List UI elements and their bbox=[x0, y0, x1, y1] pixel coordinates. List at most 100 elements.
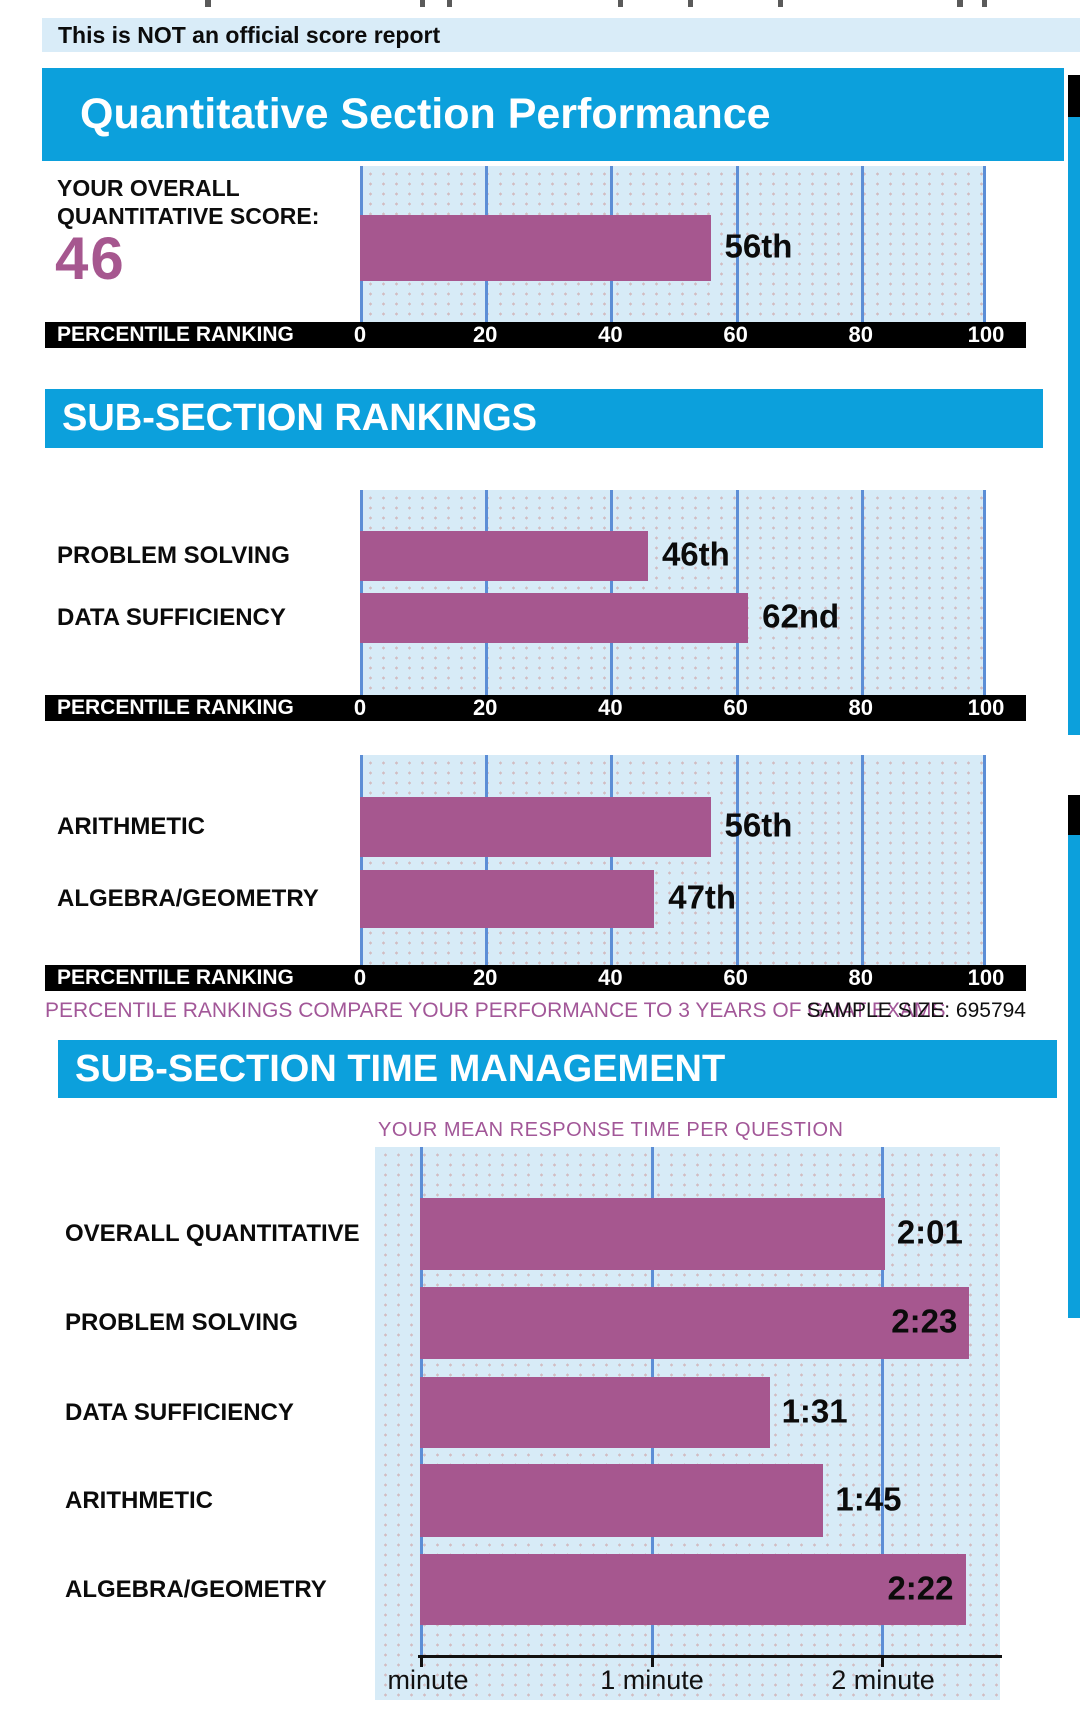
time-bar bbox=[420, 1554, 966, 1625]
grid-line bbox=[360, 490, 363, 695]
axis-tick: 40 bbox=[598, 695, 623, 720]
cropped-glyph-mark bbox=[688, 0, 693, 7]
grid-line bbox=[983, 755, 986, 965]
axis-tick: 0 bbox=[353, 322, 367, 347]
axis-tick: 20 bbox=[472, 322, 498, 347]
percentile-axis-bar-2: PERCENTILE RANKING 0 20 40 60 80 100 bbox=[45, 695, 1026, 721]
time-chart-subtitle: YOUR MEAN RESPONSE TIME PER QUESTION bbox=[378, 1119, 844, 1141]
percentile-bar bbox=[360, 215, 711, 281]
category-label: DATA SUFFICIENCY bbox=[65, 1398, 294, 1426]
disclaimer-banner: This is NOT an official score report bbox=[42, 18, 1080, 52]
bar-value-label: 46th bbox=[661, 535, 730, 573]
axis-tick: 80 bbox=[848, 322, 874, 347]
percentile-axis-bar-3: PERCENTILE RANKING 0 20 40 60 80 100 bbox=[45, 965, 1026, 991]
axis-tick: 40 bbox=[598, 322, 623, 347]
footnote-comparison-note: PERCENTILE RANKINGS COMPARE YOUR PERFORM… bbox=[45, 999, 946, 1022]
cropped-glyph-mark bbox=[778, 0, 783, 7]
overall-score-value: 46 bbox=[55, 225, 126, 292]
category-label: ALGEBRA/GEOMETRY bbox=[57, 885, 319, 912]
grid-line bbox=[983, 166, 986, 322]
disclaimer-text: This is NOT an official score report bbox=[58, 22, 441, 48]
category-label: PROBLEM SOLVING bbox=[65, 1309, 298, 1336]
percentile-bar bbox=[360, 593, 749, 643]
axis-tick: 0 bbox=[353, 695, 367, 720]
percentile-bar bbox=[360, 870, 655, 928]
rankings-question-type-plot: 46th 62nd bbox=[360, 490, 986, 695]
time-management-plot: 2:01 2:23 1:31 1:45 2:22 minute 1 minute 2 minu… bbox=[375, 1147, 1002, 1700]
grid-line bbox=[610, 755, 614, 965]
grid-line bbox=[983, 490, 986, 695]
overall-score-label: YOUR OVERALL QUANTITATIVE SCORE: bbox=[57, 175, 320, 229]
axis-tick: 60 bbox=[723, 965, 748, 990]
section-header-title: Quantitative Section Performance bbox=[80, 90, 771, 138]
cropped-glyph-mark bbox=[957, 0, 963, 7]
axis-tick: 60 bbox=[723, 695, 748, 720]
axis-tick: 100 bbox=[967, 965, 1005, 990]
time-value-label: 1:31 bbox=[781, 1391, 848, 1429]
cropped-glyph-mark bbox=[447, 0, 452, 7]
grid-line bbox=[735, 755, 739, 965]
axis-tick: 0 bbox=[353, 965, 367, 990]
axis-tick: 100 bbox=[967, 322, 1005, 347]
cropped-glyph-mark bbox=[618, 0, 623, 7]
category-label: DATA SUFFICIENCY bbox=[57, 604, 286, 631]
time-axis-tick bbox=[650, 1658, 654, 1667]
axis-tick: 40 bbox=[598, 965, 623, 990]
bar-value-label: 56th bbox=[724, 227, 793, 265]
axis-tick: 100 bbox=[967, 695, 1005, 720]
bar-value-label: 56th bbox=[724, 806, 793, 844]
time-axis-tick-label: 1 minute bbox=[600, 1665, 704, 1695]
grid-line bbox=[610, 490, 614, 695]
grid-line bbox=[485, 755, 489, 965]
grid-line bbox=[360, 755, 363, 965]
category-label: ARITHMETIC bbox=[65, 1486, 213, 1514]
grid-line bbox=[860, 755, 864, 965]
section-header-quantitative: Quantitative Section Performance bbox=[42, 68, 1064, 161]
category-label: OVERALL QUANTITATIVE bbox=[65, 1220, 360, 1247]
percentile-axis-bar-1: PERCENTILE RANKING 0 20 40 60 80 100 bbox=[45, 322, 1026, 348]
axis-tick: 20 bbox=[472, 695, 498, 720]
axis-tick: 20 bbox=[472, 965, 498, 990]
category-label: ALGEBRA/GEOMETRY bbox=[65, 1575, 327, 1603]
time-axis-tick bbox=[420, 1658, 423, 1667]
section-header-time-management: SUB-SECTION TIME MANAGEMENT bbox=[58, 1040, 1057, 1098]
right-edge-black-strip bbox=[1068, 75, 1080, 117]
axis-tick: 80 bbox=[848, 965, 874, 990]
bar-value-label: 62nd bbox=[762, 597, 840, 635]
section-header-subsection-rankings: SUB-SECTION RANKINGS bbox=[45, 389, 1043, 448]
time-axis-tick bbox=[881, 1658, 884, 1667]
axis-title: PERCENTILE RANKING bbox=[57, 323, 294, 346]
axis-title: PERCENTILE RANKING bbox=[57, 966, 294, 989]
rankings-content-area-plot: 56th 47th bbox=[360, 755, 986, 965]
bar-value-label: 47th bbox=[668, 878, 737, 916]
time-bar bbox=[420, 1464, 824, 1537]
axis-tick: 60 bbox=[723, 322, 748, 347]
time-bar bbox=[420, 1287, 970, 1359]
time-value-label: 2:22 bbox=[887, 1568, 954, 1606]
axis-title: PERCENTILE RANKING bbox=[57, 696, 294, 719]
footnote-sample-size: SAMPLE SIZE: 695794 bbox=[806, 999, 1026, 1022]
percentile-bar bbox=[360, 531, 648, 581]
time-value-label: 2:01 bbox=[896, 1213, 963, 1251]
cropped-glyph-mark bbox=[420, 0, 425, 7]
axis-tick: 80 bbox=[848, 695, 874, 720]
time-axis-line bbox=[418, 1655, 1002, 1658]
category-label: PROBLEM SOLVING bbox=[57, 542, 290, 569]
section-header-title: SUB-SECTION RANKINGS bbox=[62, 397, 538, 439]
right-edge-blue-strip bbox=[1068, 835, 1080, 1318]
overall-percentile-plot: 56th bbox=[360, 166, 986, 322]
cropped-glyph-mark bbox=[205, 0, 211, 7]
time-axis-tick-label: 2 minute bbox=[831, 1665, 935, 1695]
grid-line bbox=[735, 490, 739, 695]
category-label: ARITHMETIC bbox=[57, 813, 205, 840]
grid-line bbox=[881, 1147, 884, 1655]
right-edge-black-strip bbox=[1068, 795, 1080, 835]
time-bar bbox=[420, 1198, 885, 1270]
section-header-title: SUB-SECTION TIME MANAGEMENT bbox=[75, 1047, 726, 1090]
time-bar bbox=[420, 1377, 770, 1448]
time-axis-tick-label: minute bbox=[387, 1665, 469, 1695]
grid-line bbox=[485, 490, 489, 695]
cropped-glyph-mark bbox=[982, 0, 987, 7]
grid-line bbox=[860, 490, 864, 695]
